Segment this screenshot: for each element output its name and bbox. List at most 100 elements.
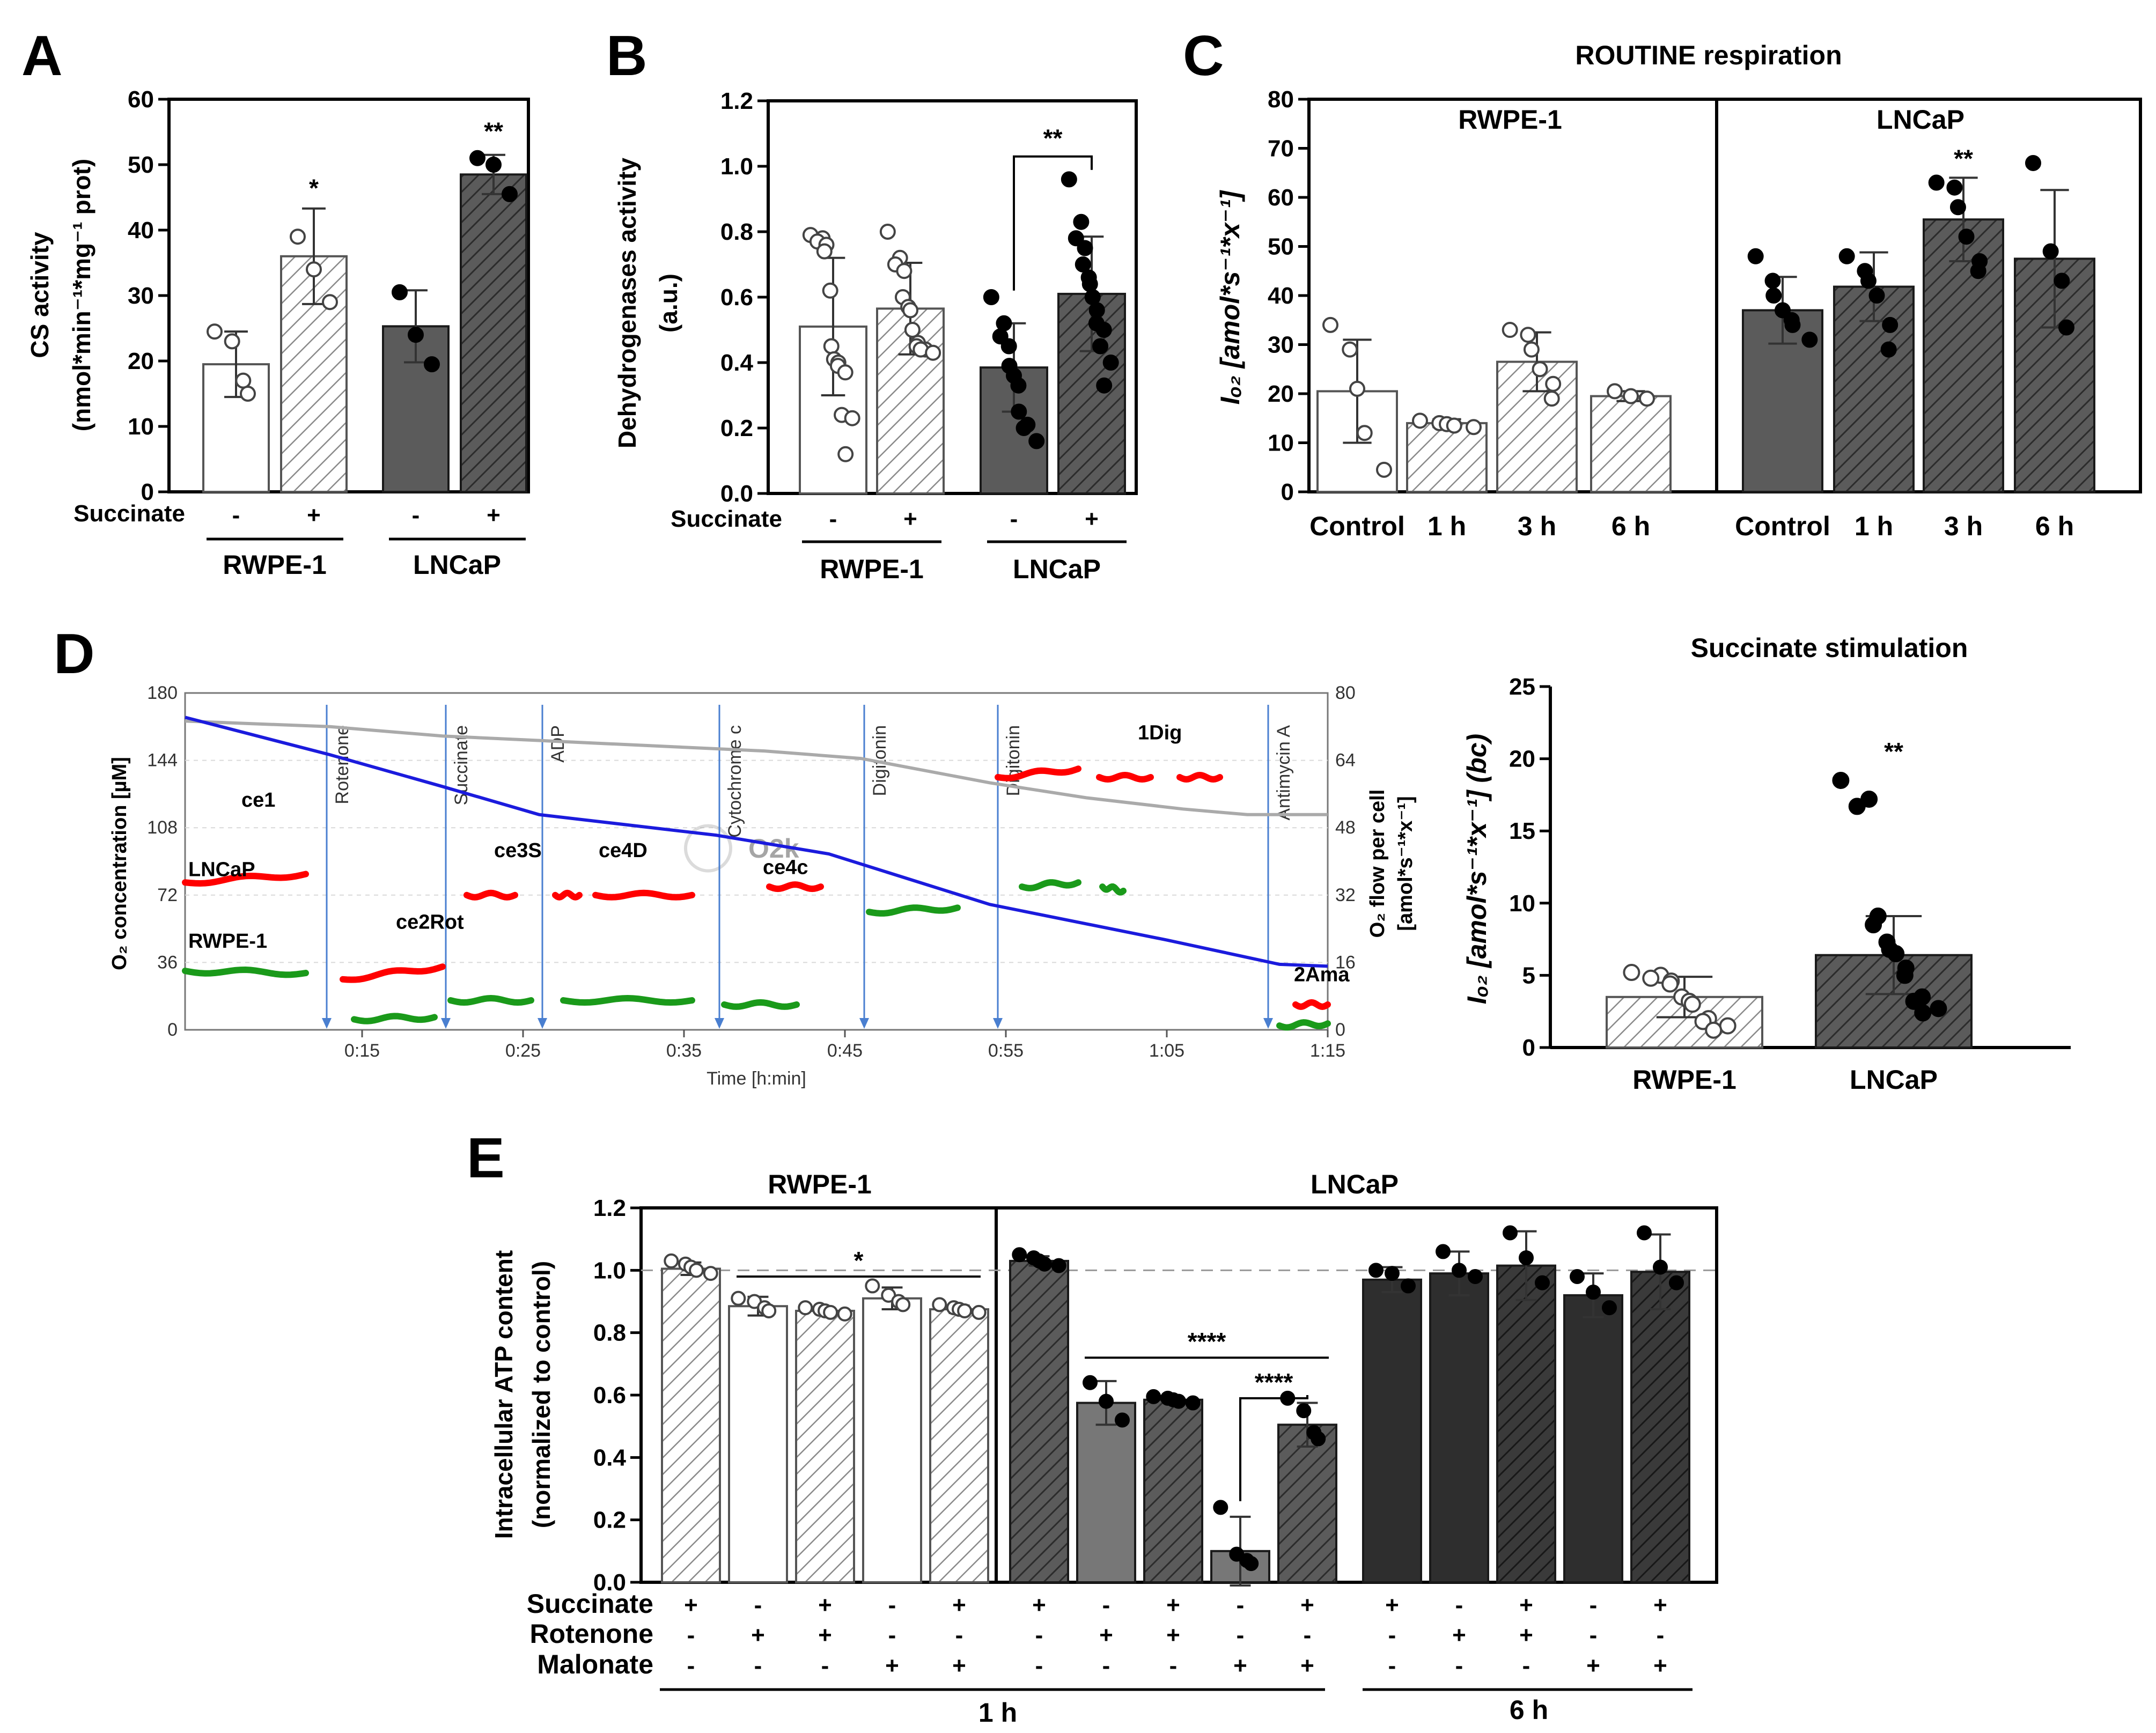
data-point xyxy=(235,372,252,389)
condition-sign: - xyxy=(754,1592,762,1618)
condition-sign: - xyxy=(1102,1592,1110,1618)
data-point xyxy=(2058,319,2074,336)
condition-sign: - xyxy=(1169,1653,1178,1679)
data-point xyxy=(904,322,921,338)
data-point xyxy=(816,243,833,260)
data-point xyxy=(1146,1389,1161,1404)
o2k-watermark: O2k xyxy=(684,824,799,873)
data-point xyxy=(1068,230,1084,247)
bar xyxy=(1277,1424,1337,1583)
data-point xyxy=(1115,1412,1130,1428)
data-point xyxy=(1623,388,1639,404)
category-label: Control xyxy=(1735,511,1830,541)
panel-label-d: D xyxy=(54,622,95,685)
event-marker-arrow-icon xyxy=(859,1018,869,1029)
data-point xyxy=(971,1304,987,1320)
bar xyxy=(1429,1272,1489,1583)
event-label: ADP xyxy=(548,725,568,763)
condition-sign: + xyxy=(952,1653,966,1679)
data-point xyxy=(1376,461,1392,478)
y-axis-label: Intracellular ATP content xyxy=(490,1250,518,1539)
condition-sign: + xyxy=(1166,1592,1180,1618)
succinate-sign: + xyxy=(307,502,321,528)
y-tick-label: 0 xyxy=(1281,479,1294,505)
data-point xyxy=(1412,412,1428,429)
condition-sign: - xyxy=(1388,1653,1396,1679)
data-point xyxy=(1519,1250,1534,1266)
data-point xyxy=(1092,338,1109,355)
condition-sign: + xyxy=(1385,1592,1399,1618)
y-tick-label: 10 xyxy=(1268,430,1294,456)
y-tick-label: 1.2 xyxy=(720,88,753,114)
data-point xyxy=(925,344,941,361)
data-point xyxy=(240,386,256,402)
data-point xyxy=(957,1303,973,1318)
x-tick-label: 1:15 xyxy=(1310,1041,1345,1061)
category-label: 1 h xyxy=(1427,511,1466,541)
y-tick-label-right: 32 xyxy=(1335,885,1356,905)
x-tick-label: 0:45 xyxy=(827,1041,863,1061)
y-axis-label: O₂ concentration [µM] xyxy=(108,757,131,970)
y-axis-label: (a.u.) xyxy=(654,274,682,333)
significance-bracket xyxy=(1013,155,1093,291)
y-tick-label: 72 xyxy=(157,885,178,905)
y-tick-label: 30 xyxy=(1268,332,1294,358)
condition-sign: + xyxy=(818,1622,832,1648)
significance-mark: ** xyxy=(1043,124,1063,152)
significance-mark: * xyxy=(854,1247,864,1274)
event-marker-arrow-icon xyxy=(538,1018,547,1029)
data-point xyxy=(1037,1256,1053,1272)
group-label: RWPE-1 xyxy=(223,550,327,580)
data-point xyxy=(983,289,999,305)
condition-sign: + xyxy=(1653,1592,1667,1618)
time-group-label: 1 h xyxy=(978,1698,1017,1728)
data-point xyxy=(1243,1556,1259,1572)
data-point xyxy=(2042,243,2059,260)
data-point xyxy=(1896,967,1914,984)
condition-sign: + xyxy=(1300,1653,1314,1679)
data-point xyxy=(1171,1393,1187,1409)
data-point xyxy=(1016,420,1032,436)
y-axis-label-right: [amol*s⁻¹*x⁻¹] xyxy=(1394,796,1417,931)
bar xyxy=(1630,1271,1690,1584)
row-label-succinate: Succinate xyxy=(73,500,185,527)
condition-sign: + xyxy=(1233,1653,1247,1679)
condition-sign: - xyxy=(1388,1622,1396,1648)
condition-sign: - xyxy=(1590,1592,1598,1618)
condition-sign: + xyxy=(1653,1653,1667,1679)
data-point xyxy=(1532,361,1548,378)
data-point xyxy=(1719,1017,1736,1035)
significance-mark: **** xyxy=(1188,1328,1226,1355)
data-point xyxy=(1012,1247,1027,1263)
rwpe-flux-segment xyxy=(866,904,961,917)
y-tick-label: 0.8 xyxy=(593,1320,626,1346)
data-point xyxy=(1642,969,1660,987)
data-point xyxy=(392,284,408,300)
data-point xyxy=(1683,995,1701,1013)
data-point xyxy=(1887,945,1905,963)
data-point xyxy=(895,1297,911,1312)
data-point xyxy=(502,186,518,202)
condition-sign: + xyxy=(1519,1622,1533,1648)
data-point xyxy=(1946,179,1963,196)
lncap-flux-segment xyxy=(182,871,309,887)
data-point xyxy=(761,1303,777,1318)
y-tick-label: 0.2 xyxy=(720,415,753,441)
data-point xyxy=(902,302,918,319)
condition-sign: - xyxy=(1657,1622,1665,1648)
data-point xyxy=(1764,272,1781,289)
y-tick-label: 1.2 xyxy=(593,1195,626,1221)
data-point xyxy=(1385,1266,1400,1281)
data-point xyxy=(664,1253,679,1269)
rwpe-flux-segment xyxy=(1099,883,1127,896)
state-label: LNCaP xyxy=(188,858,255,881)
data-point xyxy=(2025,154,2041,171)
section-label: LNCaP xyxy=(1311,1169,1399,1199)
lncap-flux-segment xyxy=(552,889,583,901)
condition-sign: + xyxy=(1099,1622,1113,1648)
lncap-flux-segment xyxy=(1292,999,1331,1010)
y-tick-label: 60 xyxy=(128,86,154,113)
data-point xyxy=(1848,798,1866,815)
